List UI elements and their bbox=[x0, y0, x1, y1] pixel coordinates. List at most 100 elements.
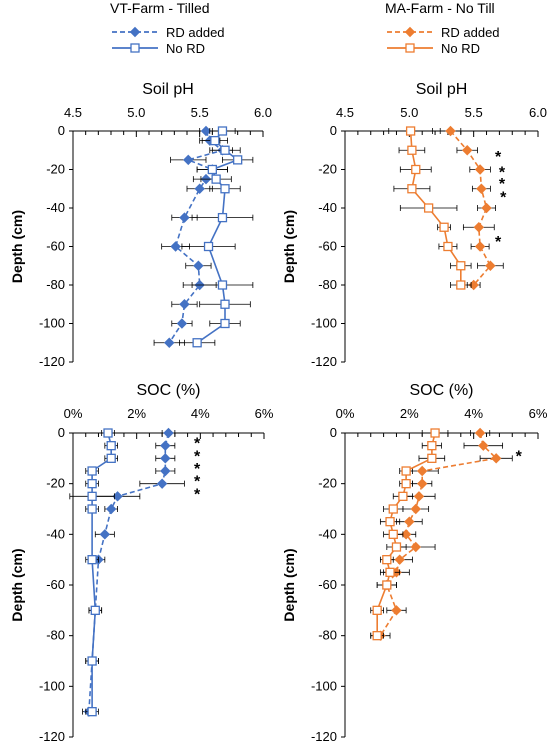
significance-star: * bbox=[194, 448, 201, 465]
data-point bbox=[456, 261, 466, 271]
data-point bbox=[210, 135, 220, 146]
data-point bbox=[413, 491, 425, 502]
data-point bbox=[164, 337, 175, 348]
data-point bbox=[462, 145, 473, 156]
y-tick-label: -120 bbox=[39, 729, 65, 744]
data-point bbox=[443, 241, 453, 252]
x-tick-label: 6.0 bbox=[529, 105, 547, 120]
data-point bbox=[430, 428, 440, 438]
data-point bbox=[106, 441, 116, 451]
data-point bbox=[179, 299, 190, 310]
data-point bbox=[176, 318, 188, 329]
significance-star: * bbox=[495, 234, 502, 251]
data-point bbox=[233, 155, 243, 165]
x-tick-label: 2% bbox=[400, 406, 419, 421]
x-tick-label: 5.0 bbox=[400, 105, 418, 120]
data-point bbox=[87, 504, 97, 514]
data-point bbox=[179, 212, 190, 223]
x-tick-label: 5.5 bbox=[465, 105, 483, 120]
legend-ma: MA-Farm - No Till RD added No RD bbox=[385, 0, 500, 56]
data-point bbox=[439, 222, 449, 232]
series-line bbox=[168, 130, 225, 344]
y-tick-label: -20 bbox=[318, 162, 337, 177]
significance-star: * bbox=[495, 149, 502, 166]
data-point bbox=[473, 222, 485, 233]
data-point bbox=[160, 453, 171, 464]
data-point bbox=[183, 154, 194, 166]
data-point bbox=[220, 318, 230, 329]
data-point bbox=[474, 241, 486, 252]
legend-vt-rd-marker bbox=[129, 26, 141, 38]
y-tick-label: -100 bbox=[311, 678, 337, 693]
x-tick-label: 5.0 bbox=[127, 105, 145, 120]
data-point bbox=[423, 203, 434, 213]
y-tick-label: -60 bbox=[318, 239, 337, 254]
x-tick-label: 4% bbox=[191, 406, 210, 421]
data-point bbox=[410, 541, 421, 553]
data-point bbox=[474, 164, 486, 175]
x-tick-label: 0% bbox=[336, 406, 355, 421]
data-point bbox=[416, 478, 428, 489]
x-tick-label: 6% bbox=[529, 406, 548, 421]
data-point bbox=[87, 555, 97, 565]
chart-ma-ph: Soil pH Depth (cm) 4.5 5.0 5.5 6.0 0 -20 -40 -60 -… bbox=[281, 81, 547, 369]
data-point bbox=[220, 145, 230, 155]
data-point bbox=[388, 529, 398, 539]
data-point bbox=[411, 164, 421, 175]
chart-title: SOC (%) bbox=[410, 382, 474, 399]
data-point bbox=[405, 126, 416, 136]
y-tick-label: 0 bbox=[330, 425, 337, 440]
chart-title: Soil pH bbox=[416, 81, 468, 98]
data-point bbox=[485, 260, 496, 271]
y-tick-label: -120 bbox=[39, 354, 65, 369]
significance-star: * bbox=[194, 474, 201, 491]
significance-star: * bbox=[500, 190, 507, 207]
series-line bbox=[449, 130, 492, 286]
data-point bbox=[217, 280, 228, 290]
data-point bbox=[194, 183, 205, 194]
y-tick-label: -60 bbox=[318, 577, 337, 592]
x-tick-label: 0% bbox=[64, 406, 83, 421]
data-point bbox=[87, 707, 97, 717]
y-tick-label: -120 bbox=[311, 729, 337, 744]
data-point bbox=[103, 428, 113, 438]
data-point bbox=[407, 184, 417, 194]
data-point bbox=[163, 427, 174, 439]
data-point bbox=[404, 516, 415, 527]
data-point bbox=[207, 164, 217, 175]
series-line bbox=[88, 432, 170, 712]
data-point bbox=[391, 605, 402, 616]
data-point bbox=[106, 453, 116, 463]
y-axis-label: Depth (cm) bbox=[281, 210, 297, 283]
data-point bbox=[391, 542, 402, 552]
data-point bbox=[192, 338, 202, 348]
data-point bbox=[372, 605, 382, 615]
y-tick-label: -80 bbox=[318, 628, 337, 643]
y-tick-label: -40 bbox=[46, 200, 65, 215]
data-point bbox=[481, 202, 492, 214]
data-point bbox=[170, 241, 181, 252]
data-point bbox=[87, 479, 97, 489]
x-tick-label: 5.5 bbox=[191, 105, 209, 120]
data-point bbox=[445, 125, 456, 137]
y-axis-label: Depth (cm) bbox=[9, 548, 25, 621]
data-point bbox=[193, 260, 204, 271]
data-point bbox=[474, 427, 486, 439]
legend-vt-title: VT-Farm - Tilled bbox=[110, 0, 210, 16]
chart-vt-ph: Soil pH Depth (cm) 4.5 5.0 5.5 6.0 0 -20 -40 -60 -… bbox=[9, 81, 272, 369]
significance-star: * bbox=[194, 461, 201, 478]
y-tick-label: -80 bbox=[318, 277, 337, 292]
significance-star: * bbox=[516, 448, 523, 465]
y-tick-label: -40 bbox=[318, 200, 337, 215]
y-tick-label: -80 bbox=[46, 277, 65, 292]
y-tick-label: -40 bbox=[46, 526, 65, 541]
y-axis-label: Depth (cm) bbox=[9, 210, 25, 283]
legend-vt-rd-label: RD added bbox=[166, 25, 225, 40]
y-tick-label: 0 bbox=[58, 425, 65, 440]
data-point bbox=[160, 440, 171, 451]
y-tick-label: -20 bbox=[318, 476, 337, 491]
legend-vt: VT-Farm - Tilled RD added No RD bbox=[110, 0, 225, 56]
data-point bbox=[382, 555, 392, 565]
data-point bbox=[220, 299, 230, 309]
data-point bbox=[382, 580, 392, 590]
